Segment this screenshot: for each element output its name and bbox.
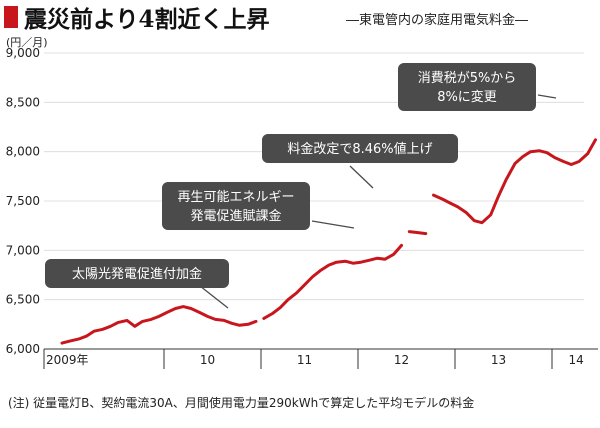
annotation-text: 太陽光発電促進付加金 (72, 266, 202, 282)
annotation-text: 再生可能エネルギー (177, 190, 294, 205)
x-tick-label: 11 (297, 353, 312, 367)
annotation-box (45, 259, 229, 288)
annotation-solar: 太陽光発電促進付加金 (45, 259, 229, 288)
series-line-segment (60, 305, 258, 345)
x-tick-label: 10 (200, 353, 215, 367)
y-tick-label: 7,500 (6, 194, 40, 208)
annotation-rate-revision: 料金改定で8.46%値上げ (262, 134, 458, 163)
y-axis-ticks: 9,000 8,500 8,000 7,500 7,000 6,500 6,000 (6, 46, 40, 356)
annotation-box (262, 134, 458, 163)
series-line-segment (262, 243, 403, 320)
annotation-leader (199, 285, 229, 309)
y-tick-label: 8,000 (6, 145, 40, 159)
annotation-box (162, 182, 310, 230)
chart-subtitle: ―東電管内の家庭用電気料金― (346, 12, 528, 28)
annotation-text: 8%に変更 (437, 89, 497, 105)
annotation-leader (311, 220, 355, 229)
annotation-leader (349, 165, 374, 189)
annotation-leader (537, 94, 557, 99)
annotation-leaders (199, 94, 557, 309)
title-accent-bar (4, 6, 18, 28)
x-axis: 2009年 10 11 12 13 14 (43, 348, 598, 369)
series-electricity-rate (60, 138, 597, 345)
series-line-segment (432, 138, 597, 225)
x-tick-label: 13 (491, 353, 506, 367)
x-tick-label: 12 (394, 353, 409, 367)
y-tick-label: 6,000 (6, 342, 40, 356)
annotation-box (398, 63, 536, 111)
y-unit-label: (円／月) (6, 36, 48, 49)
annotation-consumption-tax: 消費税が5%から 8%に変更 (398, 63, 536, 111)
footnote: (注) 従量電灯B、契約電流30A、月間使用電力量290kWhで算定した平均モデ… (8, 396, 475, 410)
annotation-text: 発電促進賦課金 (190, 208, 281, 224)
annotation-text: 消費税が5%から (418, 71, 517, 86)
series-line-segment (407, 230, 428, 236)
y-tick-label: 6,500 (6, 293, 40, 307)
annotation-text: 料金改定で8.46%値上げ (287, 141, 432, 157)
y-tick-label: 7,000 (6, 243, 40, 257)
y-tick-label: 9,000 (6, 46, 40, 60)
x-tick-label: 14 (568, 353, 583, 367)
chart-title: 震災前より4割近く上昇 (24, 6, 270, 33)
x-tick-label: 2009年 (46, 353, 89, 367)
y-tick-label: 8,500 (6, 95, 40, 109)
